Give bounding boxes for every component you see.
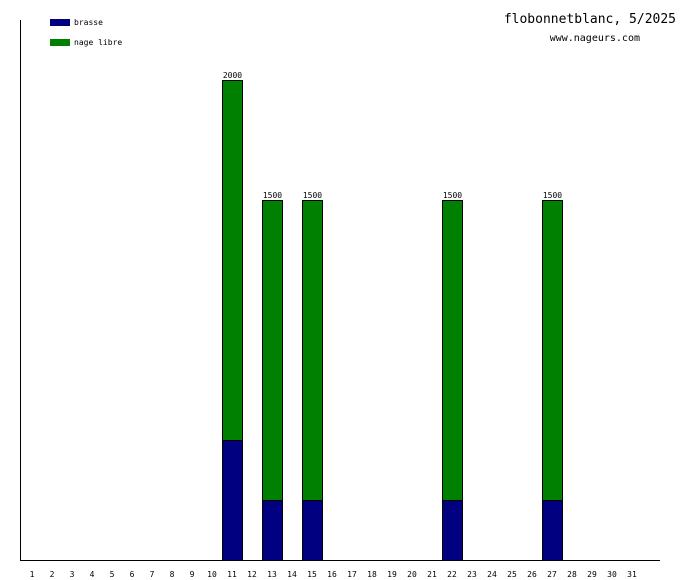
bar-segment-brasse — [222, 440, 243, 561]
x-tick-label: 1 — [30, 570, 35, 579]
x-tick-label: 20 — [407, 570, 417, 579]
x-tick-label: 8 — [170, 570, 175, 579]
x-tick-label: 30 — [607, 570, 617, 579]
x-tick-label: 22 — [447, 570, 457, 579]
bar-segment-brasse — [302, 500, 323, 561]
chart-subtitle: www.nageurs.com — [550, 33, 640, 44]
x-tick-label: 26 — [527, 570, 537, 579]
x-tick-label: 24 — [487, 570, 497, 579]
data-label: 2000 — [223, 71, 242, 80]
x-tick-label: 21 — [427, 570, 437, 579]
bar-segment-brasse — [542, 500, 563, 561]
chart-title: flobonnetblanc, 5/2025 — [504, 12, 676, 27]
x-tick-label: 31 — [627, 570, 637, 579]
x-tick-label: 6 — [130, 570, 135, 579]
x-tick-label: 9 — [190, 570, 195, 579]
x-tick-label: 17 — [347, 570, 357, 579]
x-tick-label: 12 — [247, 570, 257, 579]
legend-swatch-nage-libre — [50, 39, 70, 46]
legend-swatch-brasse — [50, 19, 70, 26]
bar-segment-nage-libre — [222, 80, 243, 441]
x-tick-labels: 1 2 3 4 5 6 7 8 9 10 11 12 13 14 15 16 17 18 19 20 21 22 23 24 2… — [30, 570, 637, 579]
data-label: 1500 — [443, 191, 462, 200]
data-labels: 2000 1500 1500 1500 1500 — [223, 71, 562, 200]
x-tick-label: 29 — [587, 570, 597, 579]
x-tick-label: 28 — [567, 570, 577, 579]
x-tick-label: 18 — [367, 570, 377, 579]
x-tick-label: 7 — [150, 570, 155, 579]
x-tick-label: 11 — [227, 570, 237, 579]
x-tick-label: 25 — [507, 570, 517, 579]
bar-segment-nage-libre — [302, 200, 323, 501]
x-tick-label: 4 — [90, 570, 95, 579]
x-tick-label: 23 — [467, 570, 477, 579]
x-tick-label: 3 — [70, 570, 75, 579]
x-tick-label: 5 — [110, 570, 115, 579]
x-tick-label: 2 — [50, 570, 55, 579]
legend-label-brasse: brasse — [74, 18, 103, 27]
x-tick-label: 10 — [207, 570, 217, 579]
x-tick-label: 27 — [547, 570, 557, 579]
bar-segment-nage-libre — [442, 200, 463, 501]
data-label: 1500 — [263, 191, 282, 200]
bar-segment-brasse — [442, 500, 463, 561]
bar-segment-nage-libre — [262, 200, 283, 501]
bar-segment-brasse — [262, 500, 283, 561]
x-tick-label: 13 — [267, 570, 277, 579]
data-label: 1500 — [303, 191, 322, 200]
x-tick-label: 15 — [307, 570, 317, 579]
x-tick-label: 16 — [327, 570, 337, 579]
legend: brasse nage libre — [50, 18, 122, 47]
x-tick-label: 14 — [287, 570, 297, 579]
bars — [222, 80, 563, 561]
x-tick-label: 19 — [387, 570, 397, 579]
data-label: 1500 — [543, 191, 562, 200]
legend-label-nage-libre: nage libre — [74, 38, 122, 47]
bar-segment-nage-libre — [542, 200, 563, 501]
